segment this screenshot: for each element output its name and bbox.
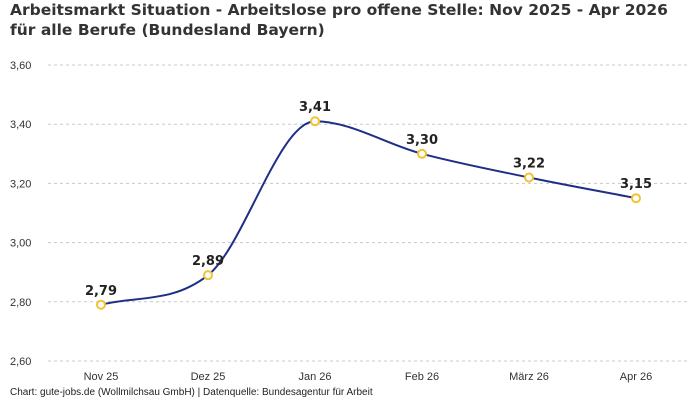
data-labels: 2,79 2,89 3,41 3,30 3,22 3,15	[85, 100, 652, 299]
data-label: 3,15	[620, 177, 652, 192]
data-point	[631, 193, 641, 204]
data-label: 2,79	[85, 284, 117, 299]
y-tick-label: 3,60	[10, 60, 31, 72]
x-axis-ticks: Nov 25 Dez 25 Jan 26 Feb 26 März 26 Apr 26	[84, 371, 653, 383]
series-line	[100, 120, 637, 306]
data-point	[524, 172, 534, 183]
x-tick-label: März 26	[509, 371, 549, 383]
y-tick-label: 3,20	[10, 178, 31, 190]
data-label: 2,89	[192, 254, 224, 269]
y-axis-ticks: 2,60 2,80 3,00 3,20 3,40 3,60	[10, 60, 31, 368]
data-label: 3,30	[406, 133, 438, 148]
x-tick-label: Feb 26	[405, 371, 439, 383]
x-tick-label: Jan 26	[298, 371, 331, 383]
y-tick-label: 3,00	[10, 238, 31, 250]
data-point	[310, 116, 320, 127]
y-tick-label: 3,40	[10, 119, 31, 131]
y-tick-label: 2,60	[10, 356, 31, 368]
gridlines	[48, 64, 690, 362]
data-label: 3,41	[299, 100, 331, 115]
data-markers	[96, 116, 641, 310]
data-point	[96, 299, 106, 310]
y-tick-label: 2,80	[10, 297, 31, 309]
x-tick-label: Apr 26	[620, 371, 652, 383]
x-tick-label: Dez 25	[191, 371, 226, 383]
data-label: 3,22	[513, 156, 545, 171]
source-note: Chart: gute-jobs.de (Wollmilchsau GmbH) …	[10, 387, 373, 398]
data-point	[417, 148, 427, 159]
data-point	[203, 270, 213, 281]
x-tick-label: Nov 25	[84, 371, 119, 383]
chart-title: Arbeitsmarkt Situation - Arbeitslose pro…	[10, 1, 668, 39]
